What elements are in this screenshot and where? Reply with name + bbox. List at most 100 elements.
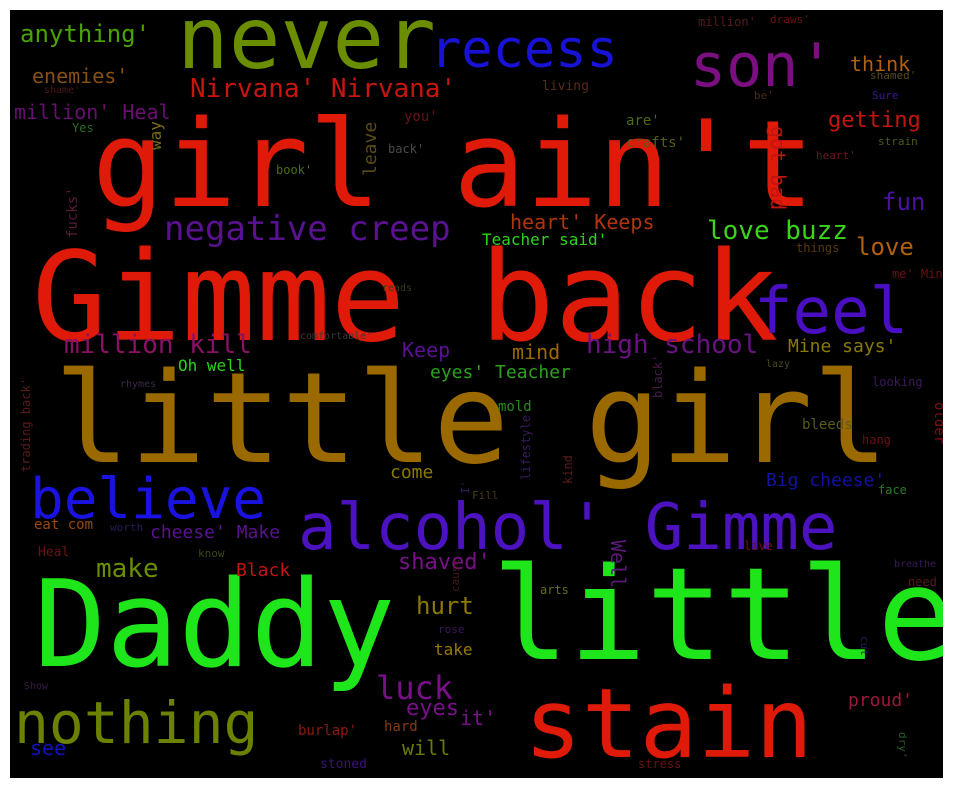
word-enemies: enemies' xyxy=(32,64,129,88)
word-burlap: burlap' xyxy=(298,723,358,739)
word-little: little xyxy=(492,541,943,690)
word-million-heal: million' Heal xyxy=(14,100,171,124)
word-nirvana: Nirvana' Nirvana' xyxy=(190,74,457,104)
word-million-small: reads xyxy=(382,283,413,294)
word-teacher-said: Teacher said' xyxy=(482,230,608,249)
word-lazy: black' xyxy=(651,354,665,398)
word-bleeds: kind xyxy=(561,455,575,484)
word-things: face xyxy=(878,483,907,497)
word-well: Well xyxy=(606,540,630,589)
word-rose: cut xyxy=(858,636,871,656)
word-live: need xyxy=(908,575,937,589)
word-know: breathe xyxy=(894,559,937,570)
word-kind: book' xyxy=(276,163,313,177)
word-black-small: are' xyxy=(626,113,660,129)
word-think: think xyxy=(850,52,911,76)
word-will: will xyxy=(402,736,451,760)
word-million-kill: million kill xyxy=(64,330,252,360)
word-alcohol-gimme: alcohol' Gimme xyxy=(298,491,838,565)
word-mind: mind xyxy=(512,340,561,364)
word-never: never xyxy=(177,10,436,89)
word-keep: Keep xyxy=(402,338,451,362)
word-me-mine: mold xyxy=(498,399,532,415)
word-stain: stain xyxy=(524,668,813,778)
word-need: Show xyxy=(24,681,49,692)
word-lifestyle: back' xyxy=(388,142,425,156)
word-you: shamed' xyxy=(870,69,917,82)
word-cloud: never recess son' anything' enemies' Nir… xyxy=(10,10,943,778)
word-older: living xyxy=(542,79,589,94)
word-shaved: shaved' xyxy=(398,550,491,575)
word-take: take xyxy=(434,640,473,659)
word-shame: shame' xyxy=(44,85,81,96)
word-fun: fun xyxy=(882,188,926,216)
word-draws: comfortable' xyxy=(300,331,373,342)
word-got-bad: got bad xyxy=(766,126,790,211)
word-nothing: nothing xyxy=(14,689,259,757)
word-back: be' xyxy=(754,89,774,102)
word-son: son' xyxy=(690,31,835,101)
word-crafts: heart' xyxy=(816,149,856,162)
word-luck: luck xyxy=(376,669,454,707)
word-come: come xyxy=(390,462,434,483)
word-mold: worth xyxy=(110,521,144,534)
word-stoned: stoned xyxy=(320,757,367,772)
word-eat-com: eat com xyxy=(34,517,94,533)
word-love: love xyxy=(856,233,914,261)
word-negative-creep: negative creep xyxy=(164,209,451,249)
word-breathe: rose xyxy=(438,623,465,636)
word-hang: I' xyxy=(459,480,472,494)
word-little-girl: little girl xyxy=(54,345,889,492)
word-big-cheese: Big cheese' xyxy=(766,470,886,491)
word-recess: recess xyxy=(430,20,618,80)
word-mine-says: Mine says' xyxy=(788,336,897,357)
word-strain: hang xyxy=(862,433,891,447)
word-heart-keeps: heart' Keeps xyxy=(510,210,655,234)
word-way: way xyxy=(146,121,165,150)
word-make: make xyxy=(96,554,159,584)
word-rhymes: Heal xyxy=(38,545,70,560)
word-anything: anything' xyxy=(20,20,151,48)
word-dry: million' xyxy=(698,15,756,29)
word-worth: cause xyxy=(449,558,462,592)
word-it: it' xyxy=(460,706,497,730)
word-fill: know xyxy=(198,547,225,560)
word-show: dry' xyxy=(896,732,909,759)
word-book: strain xyxy=(878,135,918,148)
word-be: bleeds xyxy=(802,417,853,433)
word-see: see xyxy=(30,736,67,760)
word-eyes: eyes xyxy=(406,696,459,721)
word-love-buzz: love buzz xyxy=(707,216,848,246)
word-daddy: Daddy xyxy=(34,556,396,695)
word-shamed: lazy xyxy=(766,359,791,370)
word-hurt: hurt xyxy=(416,592,474,620)
word-black: Black xyxy=(236,560,291,581)
word-comfortable: trading back' xyxy=(19,378,33,472)
word-i: crafts' xyxy=(626,135,686,151)
word-stress: stress xyxy=(638,757,682,771)
word-fucks: fucks' xyxy=(65,187,81,238)
word-cheese-make: cheese' Make xyxy=(150,522,281,543)
word-gimme-back: Gimme back xyxy=(32,226,779,370)
word-girl-aint: girl ain't xyxy=(92,96,815,235)
word-high-school: high school xyxy=(586,330,759,360)
word-yes: me' Mine xyxy=(892,267,943,281)
word-are: Sure xyxy=(872,89,899,102)
word-sure: looking xyxy=(872,375,923,389)
word-getting: getting xyxy=(828,108,921,133)
word-believe: believe xyxy=(30,467,267,532)
word-arts: arts xyxy=(540,583,569,597)
word-reads: rhymes xyxy=(120,379,157,390)
word-cut: Yes xyxy=(72,121,94,135)
word-trading-back: you' xyxy=(404,109,438,125)
word-feel: feel xyxy=(754,275,909,349)
word-heart-v: older xyxy=(931,402,943,445)
word-leave: leave xyxy=(360,121,381,176)
word-oh-well: Oh well xyxy=(178,356,246,375)
word-looking: lifestyle xyxy=(519,414,533,480)
word-hard: hard xyxy=(384,719,418,735)
word-proud: proud' xyxy=(848,690,914,711)
word-eyes-teacher: eyes' Teacher xyxy=(430,362,571,383)
word-face: Fill xyxy=(472,489,499,502)
word-living: things xyxy=(796,241,840,255)
